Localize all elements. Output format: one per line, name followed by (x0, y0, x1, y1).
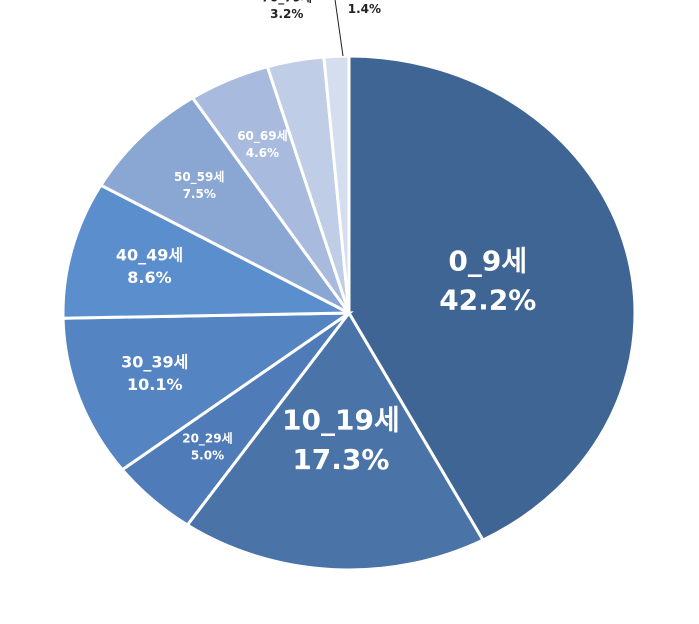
slice-value-label: 8.6% (127, 268, 171, 287)
pie-slice (322, 54, 351, 314)
slice-label: 70_79세 (262, 0, 312, 5)
pie-slice (185, 310, 486, 572)
slice-value-label: 4.6% (246, 146, 279, 160)
pie-slice (61, 183, 350, 320)
slice-value-label: 10.1% (127, 375, 183, 394)
pie-slice (98, 95, 351, 315)
slice-value-label: 7.5% (183, 187, 216, 201)
slice-label: 0_9세 (448, 244, 527, 277)
leader-line (334, 0, 344, 57)
slice-label: 50_59세 (174, 169, 224, 185)
slice-value-label: 1.4% (348, 2, 381, 16)
pie-slice (347, 54, 637, 543)
pie-slice (61, 311, 354, 472)
slice-value-label: 5.0% (191, 448, 224, 462)
slice-value-label: 42.2% (439, 284, 536, 317)
slice-label: 30_39세 (121, 353, 188, 372)
slice-value-label: 17.3% (292, 443, 389, 476)
slice-label: 10_19세 (282, 404, 400, 437)
slice-label: 40_49세 (116, 246, 183, 265)
slice-label: 60_69세 (237, 128, 287, 144)
slice-value-label: 3.2% (270, 7, 303, 21)
slice-label: 20_29세 (182, 430, 232, 446)
